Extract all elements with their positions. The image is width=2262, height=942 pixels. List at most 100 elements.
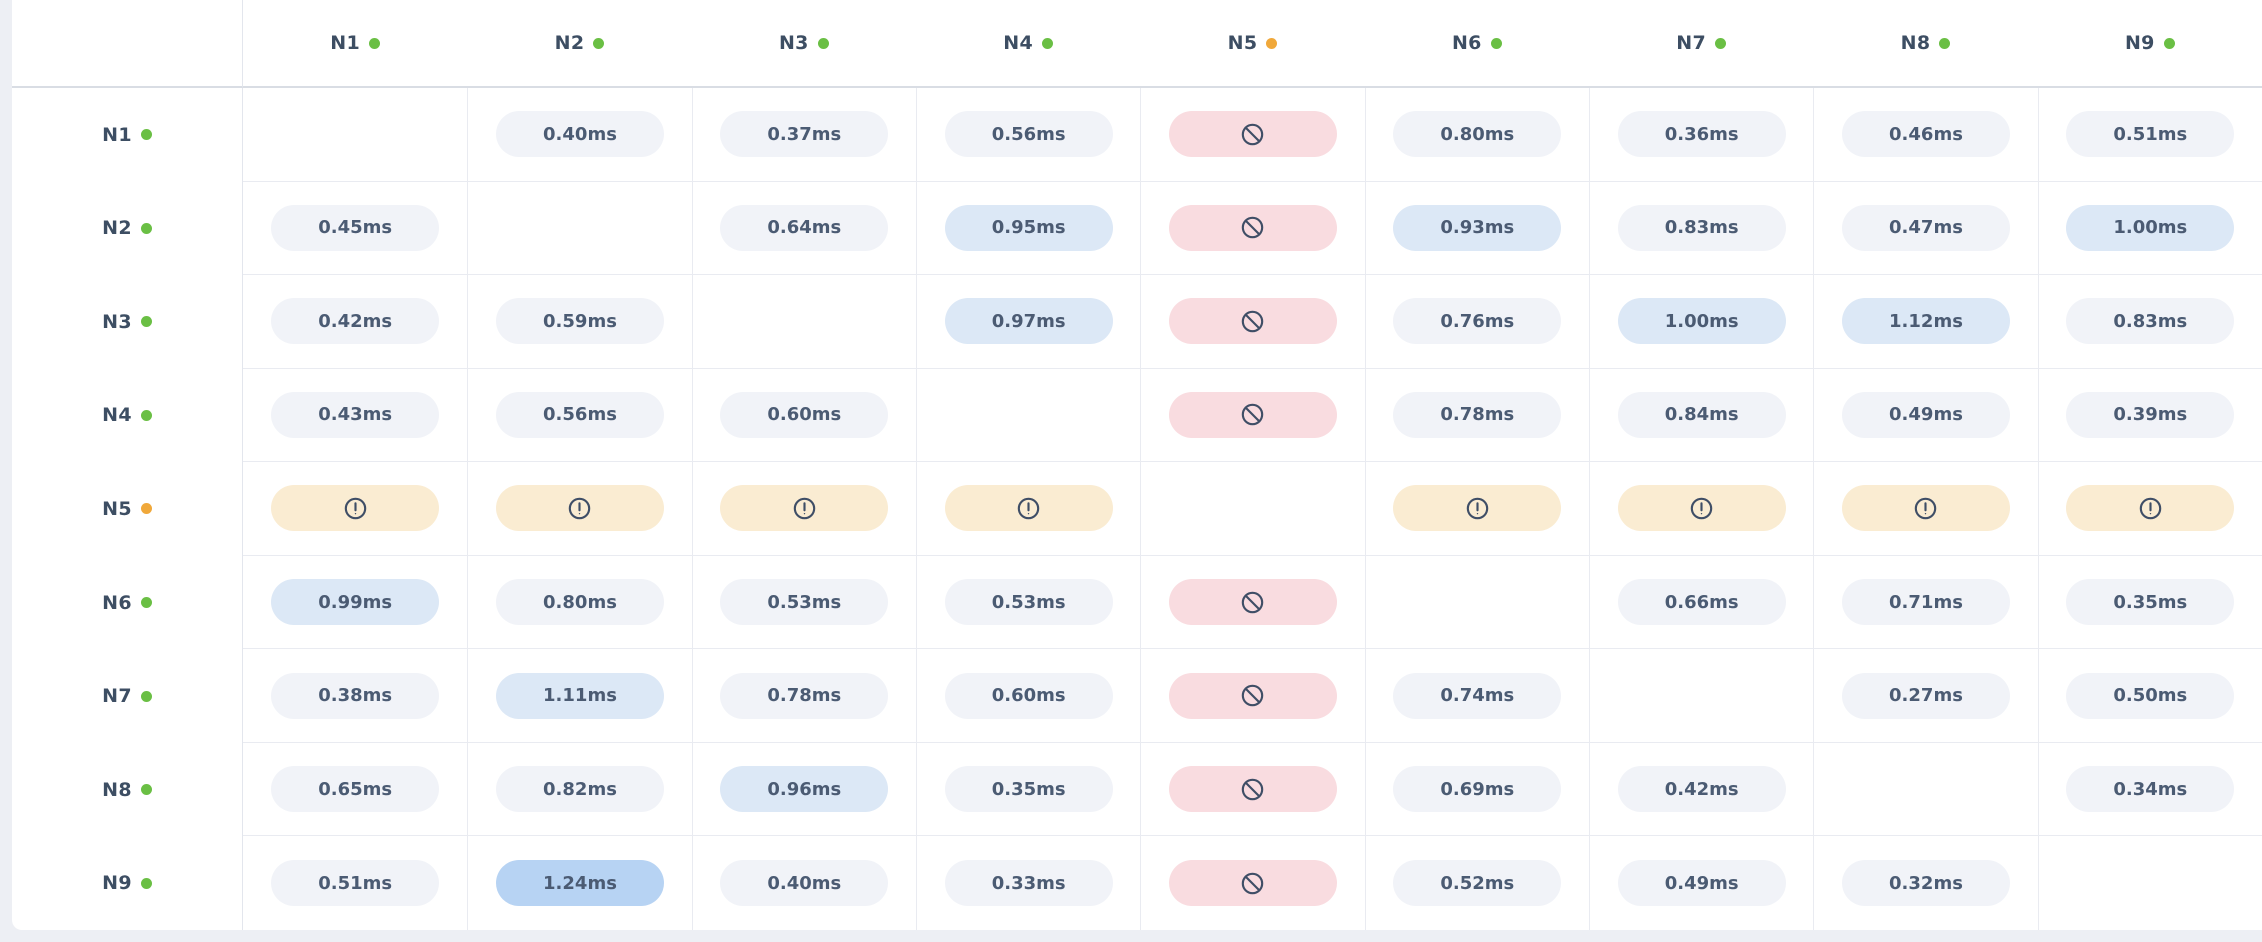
cell-N7-N6: 0.74ms xyxy=(1364,649,1589,743)
warning-pill[interactable] xyxy=(271,485,440,532)
latency-pill[interactable]: 0.84ms xyxy=(1617,391,1786,438)
warning-pill[interactable] xyxy=(2066,485,2235,532)
node-label: N1 xyxy=(102,123,132,146)
column-header-N9: N9 xyxy=(2037,0,2262,88)
latency-pill[interactable]: 0.60ms xyxy=(944,672,1113,719)
latency-pill[interactable]: 0.80ms xyxy=(1393,111,1562,158)
status-dot xyxy=(140,877,152,889)
cell-N4-N6: 0.78ms xyxy=(1364,368,1589,463)
latency-pill[interactable]: 0.74ms xyxy=(1393,672,1562,719)
latency-pill[interactable]: 0.34ms xyxy=(2066,766,2235,813)
cell-N7-N5 xyxy=(1140,649,1365,743)
latency-pill[interactable]: 0.80ms xyxy=(495,579,664,626)
node-label: N8 xyxy=(1900,32,1931,54)
latency-pill[interactable]: 0.37ms xyxy=(720,111,889,158)
latency-pill[interactable]: 0.43ms xyxy=(271,391,440,438)
latency-pill[interactable]: 0.40ms xyxy=(495,111,664,158)
cell-N8-N2: 0.82ms xyxy=(467,742,692,837)
cell-N1-N6: 0.80ms xyxy=(1364,88,1589,182)
latency-pill[interactable]: 0.45ms xyxy=(271,204,440,251)
latency-pill[interactable]: 0.46ms xyxy=(1841,111,2010,158)
cell-N1-N5 xyxy=(1140,88,1365,182)
warning-pill[interactable] xyxy=(1617,485,1786,532)
latency-pill[interactable]: 0.51ms xyxy=(2066,111,2235,158)
latency-pill[interactable]: 0.78ms xyxy=(720,672,889,719)
latency-pill[interactable]: 0.47ms xyxy=(1841,204,2010,251)
cell-N6-N7: 0.66ms xyxy=(1588,555,1814,650)
latency-pill[interactable]: 1.00ms xyxy=(2066,204,2235,251)
latency-pill[interactable]: 0.83ms xyxy=(1617,204,1786,251)
latency-pill[interactable]: 0.40ms xyxy=(720,860,889,907)
latency-pill[interactable]: 0.53ms xyxy=(720,579,889,626)
latency-pill[interactable]: 0.35ms xyxy=(2066,579,2235,626)
cell-N8-N4: 0.35ms xyxy=(915,742,1141,837)
cell-N3-N9: 0.83ms xyxy=(2037,275,2262,369)
unreachable-pill[interactable] xyxy=(1168,111,1337,158)
latency-pill[interactable]: 0.56ms xyxy=(495,391,664,438)
latency-pill[interactable]: 0.56ms xyxy=(944,111,1113,158)
latency-pill[interactable]: 1.12ms xyxy=(1841,298,2010,345)
warning-pill[interactable] xyxy=(1841,485,2010,532)
unreachable-pill[interactable] xyxy=(1168,579,1337,626)
latency-pill[interactable]: 0.39ms xyxy=(2066,391,2235,438)
unreachable-pill[interactable] xyxy=(1168,204,1337,251)
warning-pill[interactable] xyxy=(720,485,889,532)
warning-pill[interactable] xyxy=(495,485,664,532)
status-dot xyxy=(140,222,152,234)
unreachable-pill[interactable] xyxy=(1168,672,1337,719)
cell-N9-N7: 0.49ms xyxy=(1588,836,1813,930)
latency-pill[interactable]: 0.83ms xyxy=(2066,298,2235,345)
latency-pill[interactable]: 0.49ms xyxy=(1841,391,2010,438)
unreachable-pill[interactable] xyxy=(1168,860,1337,907)
latency-pill[interactable]: 0.51ms xyxy=(271,860,440,907)
latency-pill[interactable]: 0.78ms xyxy=(1393,391,1562,438)
latency-pill[interactable]: 0.64ms xyxy=(720,204,889,251)
latency-pill[interactable]: 0.59ms xyxy=(495,298,664,345)
latency-pill[interactable]: 0.95ms xyxy=(944,204,1113,251)
cell-N3-N1: 0.42ms xyxy=(243,275,468,369)
latency-pill[interactable]: 0.71ms xyxy=(1841,579,2010,626)
unreachable-pill[interactable] xyxy=(1168,298,1337,345)
row-header-N2: N2 xyxy=(12,181,243,276)
unreachable-pill[interactable] xyxy=(1168,766,1337,813)
latency-pill[interactable]: 1.11ms xyxy=(495,672,664,719)
latency-pill[interactable]: 0.49ms xyxy=(1617,860,1786,907)
latency-pill[interactable]: 0.33ms xyxy=(944,860,1113,907)
unreachable-pill[interactable] xyxy=(1168,391,1337,438)
latency-pill[interactable]: 0.65ms xyxy=(271,766,440,813)
cell-N2-N7: 0.83ms xyxy=(1588,181,1814,276)
latency-pill[interactable]: 0.76ms xyxy=(1393,298,1562,345)
latency-pill[interactable]: 0.36ms xyxy=(1617,111,1786,158)
latency-pill[interactable]: 1.24ms xyxy=(495,860,664,907)
node-label: N4 xyxy=(102,404,132,427)
cell-N9-N8: 0.32ms xyxy=(1813,836,2037,930)
latency-pill[interactable]: 0.99ms xyxy=(271,579,440,626)
warning-pill[interactable] xyxy=(944,485,1113,532)
column-header-N6: N6 xyxy=(1364,0,1589,88)
latency-pill[interactable]: 0.69ms xyxy=(1393,766,1562,813)
cell-N5-N3 xyxy=(691,462,916,556)
latency-pill[interactable]: 0.53ms xyxy=(944,579,1113,626)
latency-pill[interactable]: 0.52ms xyxy=(1393,860,1562,907)
latency-pill[interactable]: 0.96ms xyxy=(720,766,889,813)
cell-N5-N4 xyxy=(915,462,1141,556)
latency-pill[interactable]: 0.97ms xyxy=(944,298,1113,345)
warning-pill[interactable] xyxy=(1393,485,1562,532)
latency-pill[interactable]: 0.38ms xyxy=(271,672,440,719)
node-label: N7 xyxy=(1676,32,1707,54)
node-label: N4 xyxy=(1003,32,1034,54)
latency-pill[interactable]: 0.66ms xyxy=(1617,579,1786,626)
latency-pill[interactable]: 0.42ms xyxy=(1617,766,1786,813)
latency-pill[interactable]: 0.82ms xyxy=(495,766,664,813)
latency-pill[interactable]: 1.00ms xyxy=(1617,298,1786,345)
latency-pill[interactable]: 0.32ms xyxy=(1841,860,2010,907)
latency-pill[interactable]: 0.60ms xyxy=(720,391,889,438)
status-dot xyxy=(1266,37,1278,49)
node-label: N3 xyxy=(778,32,809,54)
latency-pill[interactable]: 0.42ms xyxy=(271,298,440,345)
latency-pill[interactable]: 0.93ms xyxy=(1393,204,1562,251)
latency-pill[interactable]: 0.27ms xyxy=(1841,672,2010,719)
latency-pill[interactable]: 0.50ms xyxy=(2066,672,2235,719)
no-entry-icon xyxy=(1242,591,1264,613)
latency-pill[interactable]: 0.35ms xyxy=(944,766,1113,813)
